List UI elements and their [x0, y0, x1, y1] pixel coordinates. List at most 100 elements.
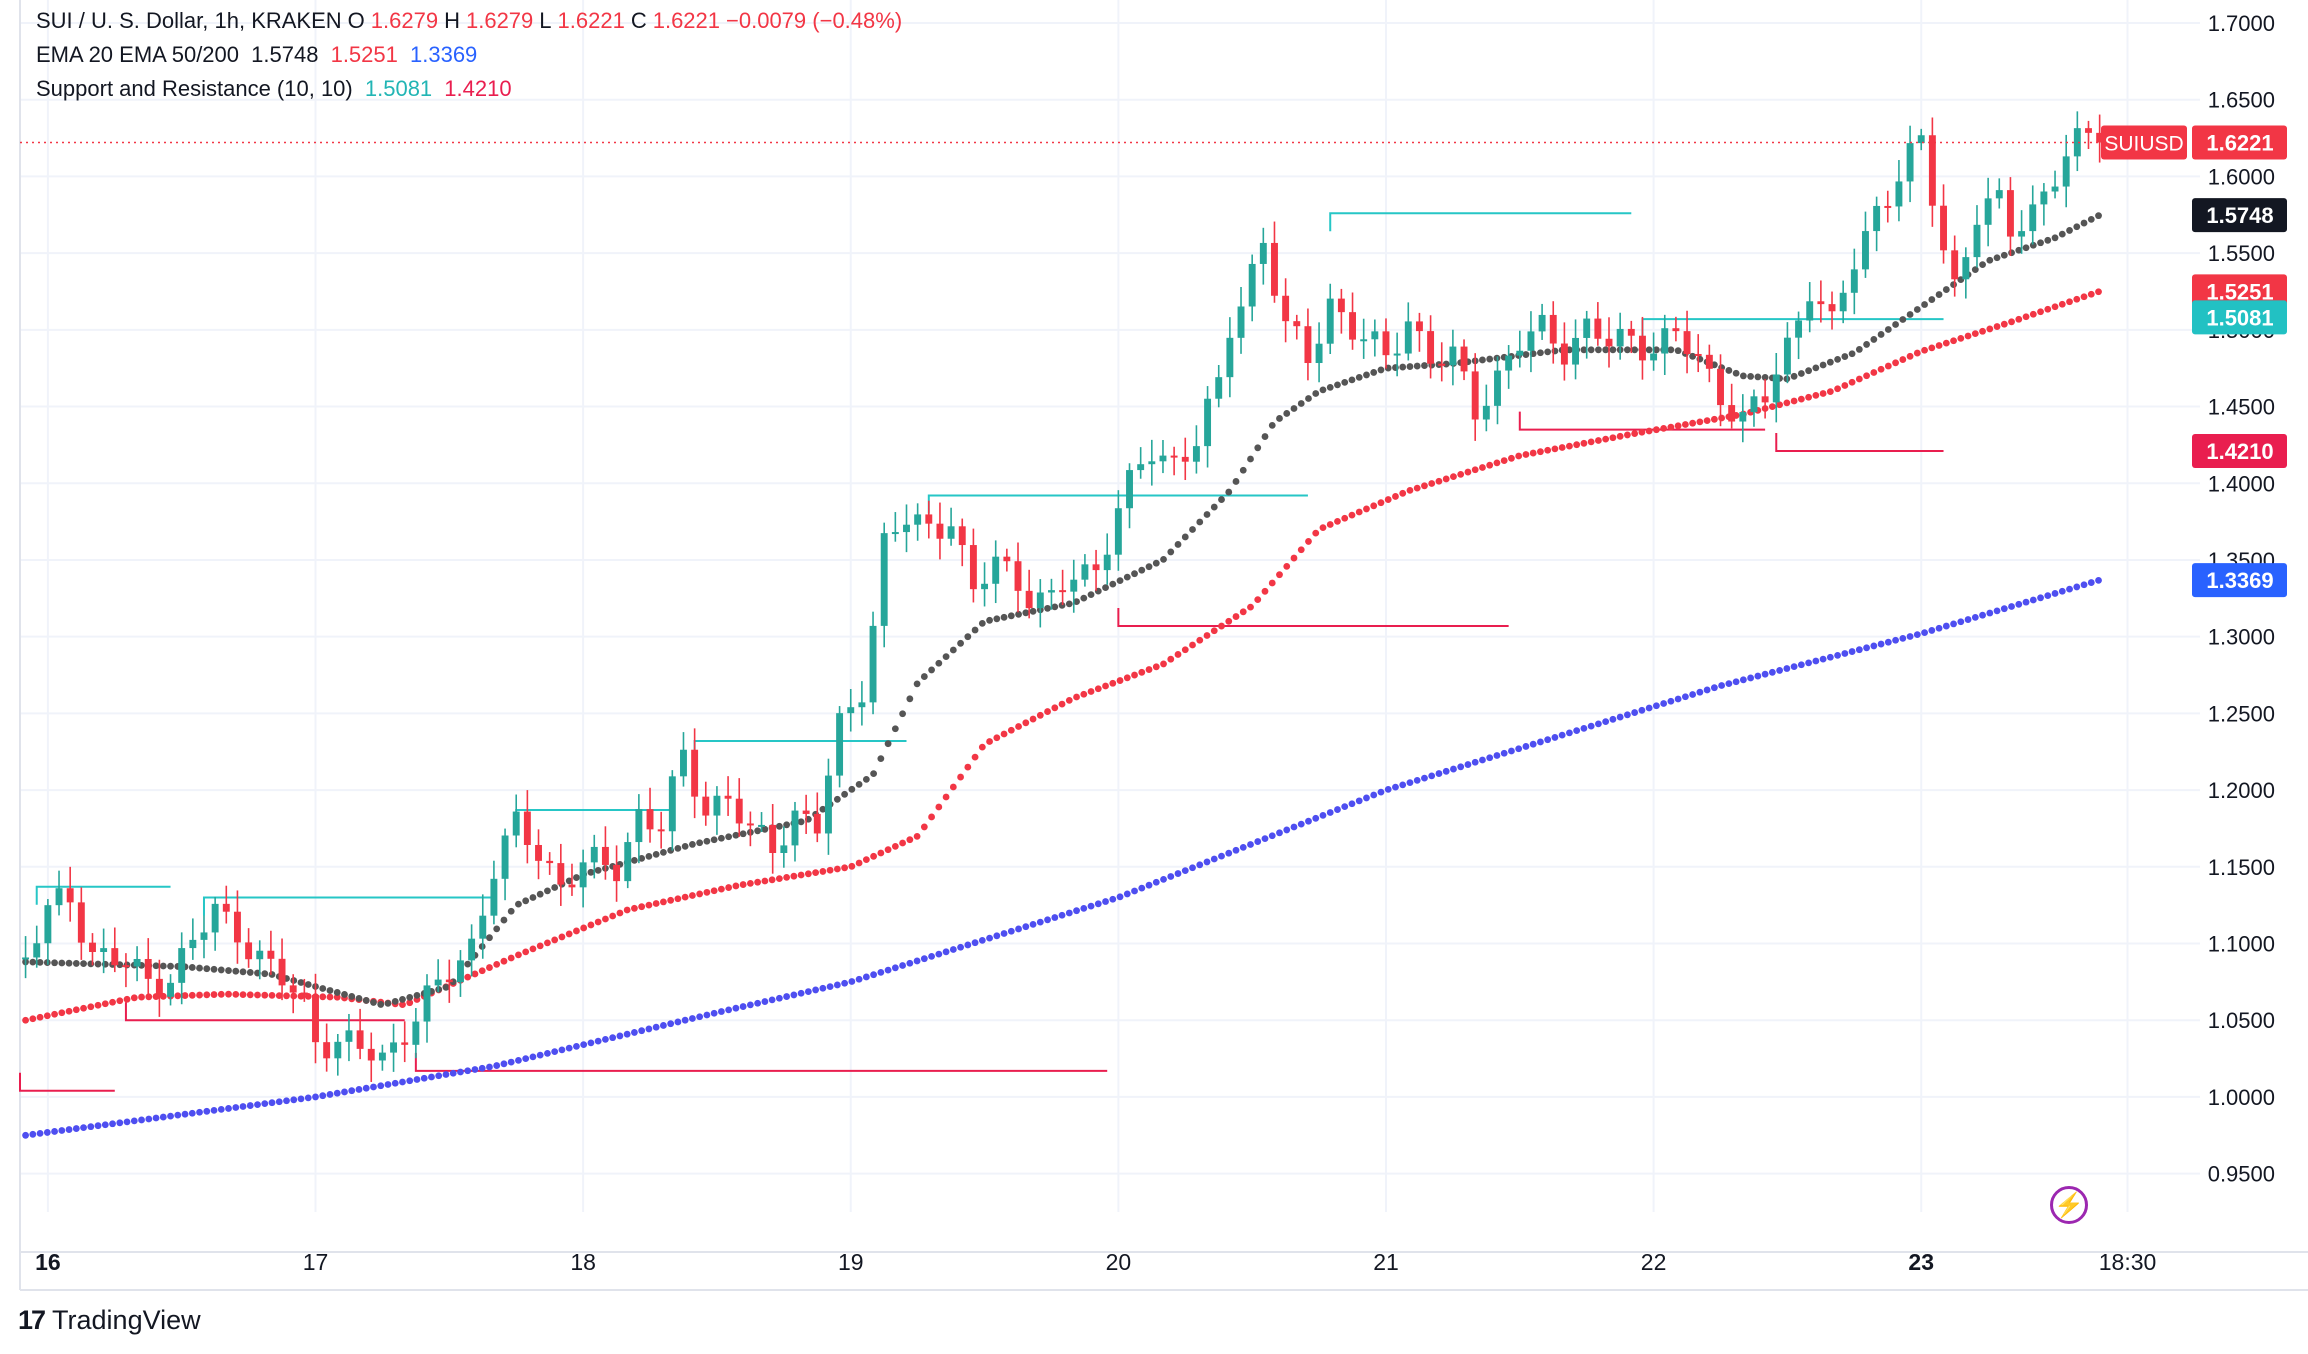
ema20-line-dot: [1305, 395, 1312, 402]
ema200-line-dot: [413, 1076, 421, 1083]
ema50-line-dot: [268, 992, 276, 999]
ema20-line-dot: [2087, 215, 2095, 223]
ema50-line-dot: [2073, 295, 2081, 303]
candle: [345, 1030, 353, 1042]
support-line: [1117, 607, 1509, 627]
ema200-line-dot: [1261, 835, 1269, 843]
candle: [1337, 298, 1345, 313]
ema200-line-dot: [1435, 770, 1443, 777]
y-tick-label: 1.4000: [2208, 471, 2275, 496]
candle: [1739, 412, 1747, 422]
ema20-line-dot: [1979, 261, 1986, 269]
ema20-line-dot: [493, 925, 501, 933]
candle: [969, 545, 977, 590]
ema20-line-dot: [688, 841, 696, 848]
candle: [1650, 353, 1658, 361]
ema200-line-dot: [500, 1060, 508, 1068]
ema20-line-dot: [2095, 212, 2102, 220]
ema200-line-dot: [51, 1128, 58, 1135]
ema50-line-dot: [1515, 452, 1523, 460]
ema200-line-dot: [1305, 817, 1312, 825]
ema20-line-dot: [1319, 386, 1327, 394]
candle: [1761, 396, 1769, 403]
ema50-line-dot: [1138, 668, 1146, 676]
candle: [245, 942, 253, 960]
candle: [1717, 368, 1724, 406]
ema20-line-dot: [913, 680, 921, 688]
candle: [546, 860, 554, 864]
x-tick-label: 22: [1641, 1249, 1667, 1275]
ema50-line-dot: [631, 904, 638, 912]
ema200-line-dot: [449, 1069, 457, 1077]
ema50-line-dot: [1783, 399, 1791, 407]
ema200-line-dot: [1602, 718, 1610, 725]
ema20-line-dot: [246, 969, 254, 976]
ema200-line-dot: [1094, 900, 1102, 908]
ema50-line-dot: [1551, 445, 1559, 453]
ema20-line-dot: [51, 959, 58, 967]
ema50-line-dot: [609, 912, 617, 920]
ema50-line-dot: [1631, 430, 1639, 437]
sr-legend[interactable]: Support and Resistance (10, 10) 1.5081 1…: [36, 72, 518, 106]
candle: [1226, 337, 1234, 378]
ema200-line-dot: [971, 939, 979, 947]
ema50-line-dot: [225, 990, 232, 998]
ema200-line-dot: [1776, 667, 1784, 674]
ema50-line-dot: [1580, 439, 1588, 447]
ema20-line-dot: [739, 830, 747, 838]
ema200-line-dot: [2066, 585, 2073, 593]
ema200-line-dot: [1855, 646, 1863, 654]
ema200-line-dot: [942, 948, 950, 956]
candle: [1772, 374, 1780, 403]
candle: [601, 846, 609, 865]
candle: [780, 845, 788, 854]
ema200-line-dot: [1268, 832, 1276, 840]
ema200-line-dot: [1181, 867, 1189, 875]
candle: [334, 1041, 342, 1059]
ema200-line-dot: [1595, 720, 1602, 728]
candle: [891, 532, 899, 535]
ema50-line-dot: [1283, 562, 1291, 570]
ema20-line-dot: [239, 968, 247, 976]
ema20-line-dot: [1203, 511, 1211, 518]
ema20-line-dot: [638, 854, 646, 862]
ema50-line-dot: [1326, 521, 1334, 528]
ema200-line-dot: [1703, 686, 1711, 694]
candle: [1627, 328, 1635, 336]
ema200-line-dot: [1080, 904, 1088, 912]
ema200-line-dot: [283, 1097, 290, 1105]
support-line: [414, 1052, 1108, 1072]
candle: [1126, 470, 1133, 509]
ema20-line-dot: [1261, 433, 1269, 440]
y-tick-label: 1.6500: [2208, 88, 2275, 113]
ema50-line-dot: [72, 1006, 80, 1014]
ema50-line-dot: [478, 967, 486, 975]
ema50-line-dot: [957, 773, 964, 781]
ema50-line-dot: [1848, 378, 1856, 386]
ema20-line-dot: [217, 966, 225, 974]
candle: [992, 556, 1000, 584]
ema200-line-dot: [145, 1115, 153, 1123]
price-label-text: 1.5251: [2206, 279, 2273, 304]
ema50-line-dot: [1522, 451, 1530, 458]
ema200-line-dot: [1276, 829, 1283, 837]
ema-legend[interactable]: EMA 20 EMA 50/200 1.5748 1.5251 1.3369: [36, 38, 483, 72]
candle: [89, 942, 96, 953]
candle: [1114, 508, 1122, 555]
ema50-line-dot: [949, 783, 957, 791]
y-tick-label: 1.1000: [2208, 932, 2275, 957]
symbol-title[interactable]: SUI / U. S. Dollar, 1h, KRAKEN: [36, 8, 342, 33]
ema200-line-dot: [1942, 622, 1950, 630]
candle: [1694, 353, 1702, 356]
ema20-price-label: 1.5748: [2192, 198, 2287, 233]
ema20-line-dot: [1805, 367, 1813, 375]
ema200-line-dot: [1587, 722, 1595, 730]
ema200-line-dot: [2029, 596, 2037, 604]
ema200-line-dot: [1689, 691, 1697, 698]
candle: [66, 888, 74, 903]
candle: [1638, 335, 1646, 361]
ema200-line-dot: [406, 1077, 414, 1085]
tradingview-logo[interactable]: 17 TradingView: [18, 1305, 201, 1336]
flash-icon[interactable]: ⚡: [2050, 1186, 2088, 1224]
